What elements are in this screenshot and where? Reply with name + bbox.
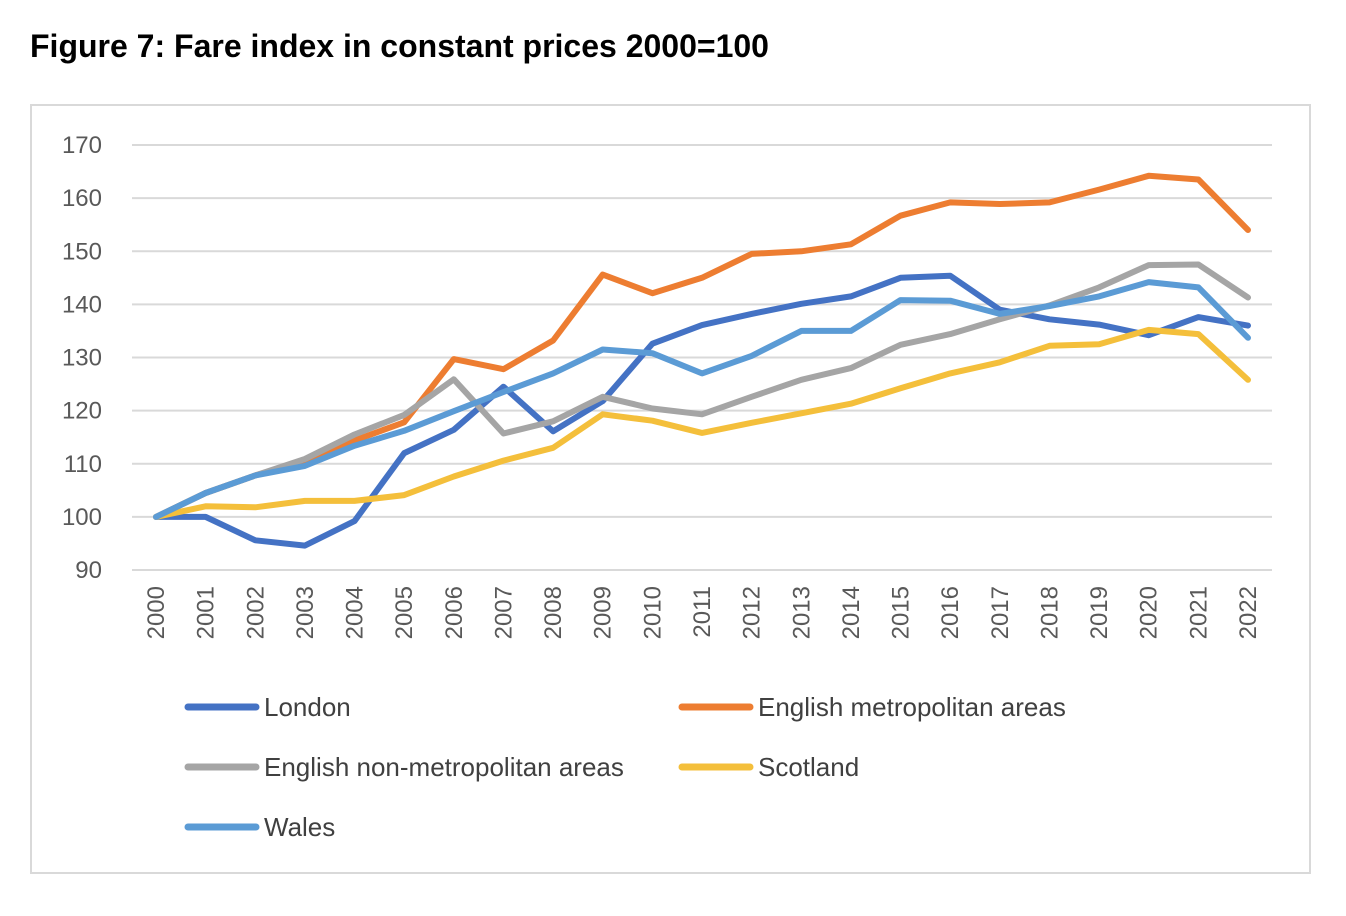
legend-label: English metropolitan areas <box>758 692 1066 722</box>
chart-frame <box>30 104 1311 874</box>
legend-label: English non-metropolitan areas <box>264 752 624 782</box>
y-tick-label: 140 <box>62 291 102 318</box>
x-axis-ticks: 2000 2001 2002 2003 2004 2005 2006 2007 2008 2009… <box>143 586 1262 639</box>
x-tick-label: 2020 <box>1136 586 1163 639</box>
x-tick-label: 2003 <box>292 586 319 639</box>
legend-item: Wales <box>184 812 335 842</box>
x-tick-label: 2000 <box>143 586 170 639</box>
x-tick-label: 2006 <box>441 586 468 639</box>
series-line-scotland <box>153 326 1251 520</box>
x-tick-label: 2013 <box>788 586 815 639</box>
legend-item: Scotland <box>678 752 859 782</box>
legend-item: English non-metropolitan areas <box>184 752 624 782</box>
x-tick-label: 2021 <box>1185 586 1212 639</box>
legend-label: Wales <box>264 812 335 842</box>
x-tick-label: 2018 <box>1036 586 1063 639</box>
x-tick-label: 2004 <box>342 586 369 639</box>
x-tick-label: 2011 <box>689 586 716 638</box>
series-line-english-metropolitan-areas <box>153 172 1251 520</box>
x-tick-label: 2001 <box>193 586 220 639</box>
x-tick-label: 2017 <box>987 586 1014 639</box>
legend-label: London <box>264 692 351 722</box>
y-tick-label: 120 <box>62 398 102 425</box>
legend: London English metropolitan areas English … <box>184 692 1066 842</box>
series-line-english-non-metropolitan-areas <box>153 261 1251 520</box>
legend-item: London <box>184 692 351 722</box>
x-tick-label: 2002 <box>242 586 269 639</box>
figure-title: Figure 7: Fare index in constant prices … <box>30 28 769 64</box>
x-tick-label: 2015 <box>888 586 915 639</box>
grid-lines <box>132 144 1272 571</box>
x-tick-label: 2014 <box>838 586 865 639</box>
y-axis-ticks: 90 100 110 120 130 140 150 160 170 <box>62 132 102 584</box>
y-tick-label: 160 <box>62 185 102 212</box>
x-tick-label: 2009 <box>590 586 617 639</box>
x-tick-label: 2010 <box>639 586 666 639</box>
x-tick-label: 2005 <box>391 586 418 639</box>
series-lines <box>153 172 1251 549</box>
x-tick-label: 2007 <box>490 586 517 639</box>
x-tick-label: 2012 <box>739 586 766 639</box>
x-tick-label: 2016 <box>937 586 964 639</box>
y-tick-label: 150 <box>62 238 102 265</box>
series-line-wales <box>153 279 1251 520</box>
series-line-london <box>153 272 1251 549</box>
y-tick-label: 110 <box>64 451 102 478</box>
x-tick-label: 2022 <box>1235 586 1262 639</box>
legend-label: Scotland <box>758 752 859 782</box>
x-tick-label: 2019 <box>1086 586 1113 639</box>
y-tick-label: 90 <box>75 557 102 584</box>
legend-item: English metropolitan areas <box>678 692 1066 722</box>
y-tick-label: 170 <box>62 132 102 159</box>
y-tick-label: 100 <box>62 504 102 531</box>
y-tick-label: 130 <box>62 345 102 372</box>
x-tick-label: 2008 <box>540 586 567 639</box>
